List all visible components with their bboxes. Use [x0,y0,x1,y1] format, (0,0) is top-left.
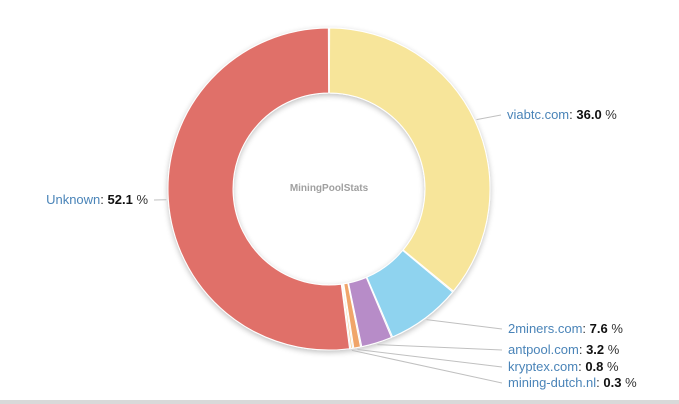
data-labels: viabtc.com: 36.0 % 2miners.com: 7.6 % antp… [46,107,637,390]
connector-line [426,319,503,330]
data-label: antpool.com: 3.2 % [508,342,620,357]
connector-line [351,349,503,384]
slice-unknown[interactable] [167,27,351,351]
bottom-divider [0,400,679,404]
connector-line [357,348,503,368]
donut-slices [167,27,491,351]
slice-antpool-com[interactable] [347,276,393,348]
data-label: viabtc.com: 36.0 % [507,107,617,122]
slice-viabtc-com[interactable] [328,27,491,292]
data-label: Unknown: 52.1 % [46,192,148,207]
data-label: 2miners.com: 7.6 % [508,321,623,336]
label-connectors [153,114,503,384]
data-label: mining-dutch.nl: 0.3 % [508,375,637,390]
connector-line [377,344,503,351]
connector-line [476,114,502,121]
slice-2miners-com[interactable] [366,249,454,338]
data-label: kryptex.com: 0.8 % [508,359,619,374]
slice-mining-dutch-nl[interactable] [341,283,354,350]
watermark-label: MiningPoolStats [290,183,369,194]
slice-kryptex-com[interactable] [343,282,362,349]
